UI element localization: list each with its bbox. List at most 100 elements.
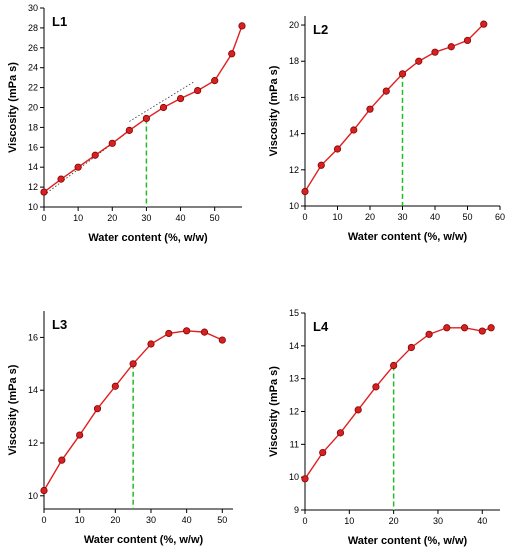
x-tick-label: 0 — [302, 516, 307, 526]
x-tick-label: 10 — [75, 515, 85, 525]
panel-label: L1 — [52, 14, 67, 29]
x-tick-label: 30 — [433, 516, 443, 526]
trend-line — [129, 81, 195, 122]
series-line — [43, 330, 223, 491]
data-point — [142, 114, 151, 123]
x-tick-label: 0 — [41, 515, 46, 525]
y-axis-title: Viscosity (mPa s) — [268, 366, 280, 457]
data-point — [147, 340, 155, 348]
y-tick-label: 14 — [28, 385, 38, 395]
y-tick-label: 15 — [289, 308, 299, 318]
y-axis-title: Viscosity (mPa s) — [7, 62, 19, 153]
y-axis-title: Viscosity (mPa s) — [268, 65, 280, 156]
data-point — [463, 36, 472, 45]
data-point — [382, 87, 390, 95]
x-tick-label: 10 — [73, 213, 83, 223]
y-axis-title: Viscosity (mPa s) — [7, 364, 19, 455]
data-point — [176, 94, 185, 103]
y-tick-label: 9 — [294, 505, 299, 515]
x-tick-label: 50 — [210, 213, 220, 223]
panel-label: L4 — [313, 319, 329, 334]
data-point — [218, 336, 226, 344]
data-point — [317, 161, 325, 169]
series-line — [43, 25, 243, 193]
data-point — [74, 163, 82, 171]
data-point — [443, 324, 451, 332]
data-point — [301, 187, 309, 196]
data-point — [447, 43, 455, 51]
data-point — [91, 151, 99, 159]
data-point — [350, 126, 358, 134]
y-tick-label: 16 — [28, 332, 38, 342]
y-tick-label: 12 — [28, 182, 38, 192]
chart-panel-l4: 0 10 20 30 40 9 10 11 12 13 14 15 Water content (%, … — [268, 308, 500, 547]
x-tick-label: 20 — [389, 516, 399, 526]
y-tick-label: 24 — [28, 63, 38, 73]
x-tick-label: 10 — [332, 212, 342, 222]
data-point — [58, 456, 66, 464]
data-point — [354, 406, 362, 414]
y-tick-label: 16 — [28, 142, 38, 152]
x-tick-label: 0 — [41, 213, 46, 223]
series-line — [304, 23, 485, 192]
data-point — [165, 329, 173, 338]
data-point — [487, 324, 495, 332]
series-line — [304, 327, 492, 480]
x-tick-label: 40 — [176, 213, 186, 223]
data-point — [390, 361, 398, 370]
y-tick-label: 18 — [289, 56, 299, 66]
y-tick-label: 10 — [289, 472, 299, 482]
x-axis-title: Water content (%, w/w) — [84, 534, 204, 546]
x-axis-title: Water content (%, w/w) — [348, 535, 468, 547]
data-point — [40, 188, 48, 196]
x-tick-label: 30 — [146, 515, 156, 525]
data-point — [125, 126, 133, 134]
x-tick-label: 40 — [477, 516, 487, 526]
data-point — [319, 448, 327, 457]
data-point — [398, 70, 407, 78]
data-point — [333, 145, 342, 153]
y-tick-label: 28 — [28, 23, 38, 33]
x-tick-label: 40 — [430, 212, 440, 222]
x-tick-label: 40 — [182, 515, 192, 525]
x-axis-title: Water content (%, w/w) — [88, 232, 208, 244]
data-point — [407, 343, 415, 352]
x-tick-label: 20 — [107, 213, 117, 223]
x-tick-label: 30 — [141, 213, 151, 223]
data-point — [57, 175, 65, 183]
y-tick-label: 10 — [28, 202, 38, 212]
y-tick-label: 20 — [28, 103, 38, 113]
data-point — [238, 22, 246, 30]
y-tick-label: 10 — [289, 201, 299, 211]
chart-panel-l3: 0 10 20 30 40 50 10 12 14 16 Water content (%, w/w… — [7, 311, 233, 546]
data-point — [194, 86, 202, 95]
x-tick-label: 0 — [302, 212, 307, 222]
y-tick-label: 26 — [28, 43, 38, 53]
y-tick-label: 13 — [289, 374, 299, 384]
y-tick-label: 11 — [290, 439, 299, 449]
y-tick-label: 12 — [289, 165, 299, 175]
data-point — [108, 139, 116, 147]
data-point — [228, 50, 236, 58]
data-point — [40, 486, 48, 495]
y-tick-label: 14 — [289, 341, 299, 351]
x-tick-label: 20 — [365, 212, 375, 222]
y-tick-label: 12 — [28, 438, 38, 448]
y-tick-label: 18 — [28, 122, 38, 132]
x-tick-label: 30 — [397, 212, 407, 222]
y-tick-label: 16 — [289, 92, 299, 102]
data-point — [159, 103, 168, 112]
data-point — [211, 77, 219, 85]
data-point — [372, 383, 380, 391]
data-point — [111, 382, 119, 390]
y-tick-label: 22 — [28, 83, 38, 93]
data-point — [336, 429, 345, 437]
y-tick-label: 20 — [289, 20, 299, 30]
data-point — [200, 328, 209, 336]
panel-label: L2 — [313, 22, 328, 37]
data-point — [183, 327, 191, 335]
x-tick-label: 60 — [495, 212, 505, 222]
data-point — [301, 475, 309, 483]
